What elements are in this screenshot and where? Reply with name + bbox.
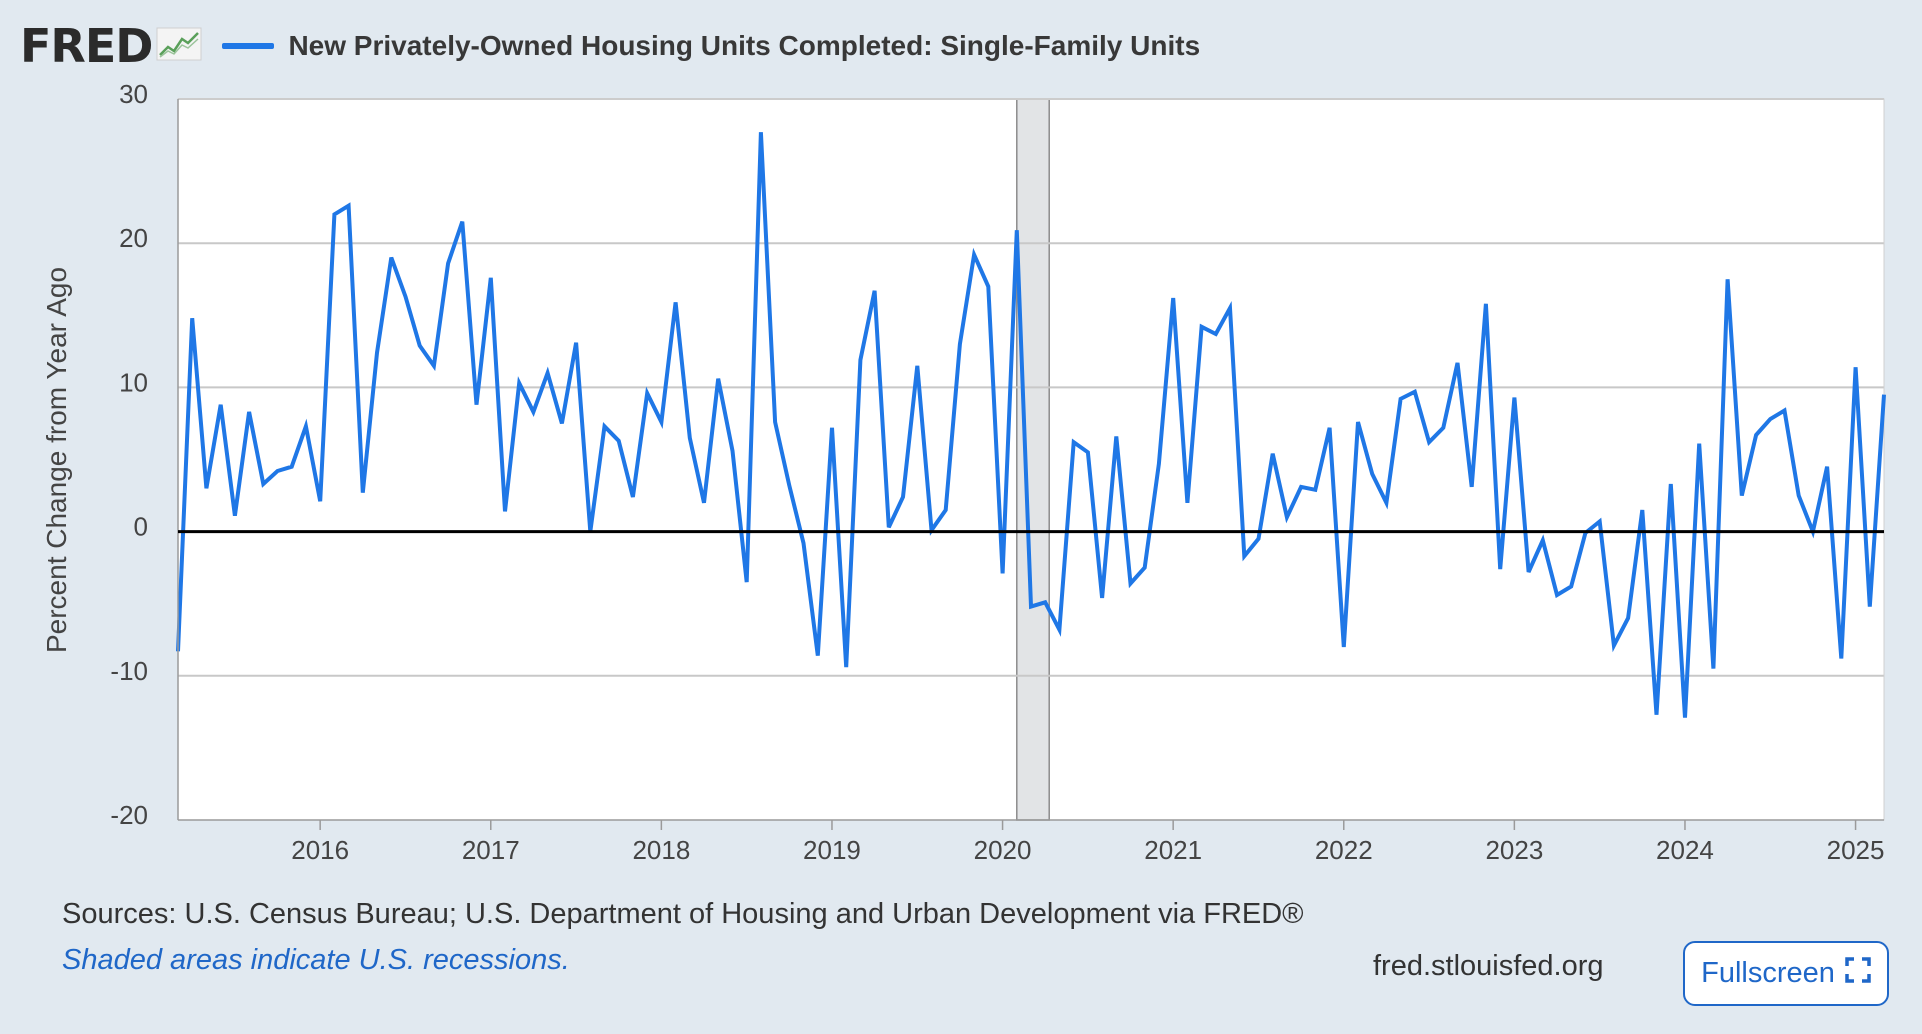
recession-shading	[1016, 98, 1050, 821]
fullscreen-button[interactable]: Fullscreen	[1683, 941, 1889, 1006]
y-tick-label: -10	[110, 656, 148, 686]
x-tick-label: 2025	[1827, 835, 1885, 865]
fred-logo-text: FRED	[20, 19, 153, 73]
x-tick-label: 2021	[1144, 835, 1202, 865]
x-tick-label: 2018	[632, 835, 690, 865]
chart-header: FRED New Privately-Owned Housing Units C…	[20, 16, 1200, 76]
x-tick-label: 2016	[291, 835, 349, 865]
sources-note: Sources: U.S. Census Bureau; U.S. Depart…	[62, 898, 1304, 930]
y-tick-label: 10	[119, 367, 148, 397]
y-tick-label: -20	[110, 800, 148, 830]
line-chart: -20 -10 0 10 20 30 2016 2017 2018 2019 2020 2021 202…	[41, 79, 1886, 865]
x-tick-label: 2020	[974, 835, 1032, 865]
chart-title: New Privately-Owned Housing Units Comple…	[288, 30, 1201, 61]
site-url[interactable]: fred.stlouisfed.org	[1373, 950, 1604, 982]
recession-bar	[1016, 98, 1050, 821]
recession-note: Shaded areas indicate U.S. recessions.	[62, 944, 570, 976]
y-tick-label: 30	[119, 79, 148, 109]
x-tick-label: 2022	[1315, 835, 1373, 865]
x-tick-label: 2019	[803, 835, 861, 865]
fred-logo[interactable]: FRED	[20, 19, 202, 73]
y-tick-label: 0	[134, 512, 148, 542]
axes: -20 -10 0 10 20 30 2016 2017 2018 2019 2020 2021 202…	[110, 79, 1884, 865]
x-tick-label: 2023	[1485, 835, 1543, 865]
legend-swatch	[222, 43, 275, 49]
fullscreen-label: Fullscreen	[1701, 957, 1835, 989]
x-tick-label: 2017	[462, 835, 520, 865]
y-axis-label: Percent Change from Year Ago	[41, 267, 72, 653]
y-tick-label: 20	[119, 223, 148, 253]
chart-line-icon	[156, 27, 202, 66]
expand-icon	[1845, 956, 1871, 991]
x-tick-label: 2024	[1656, 835, 1714, 865]
